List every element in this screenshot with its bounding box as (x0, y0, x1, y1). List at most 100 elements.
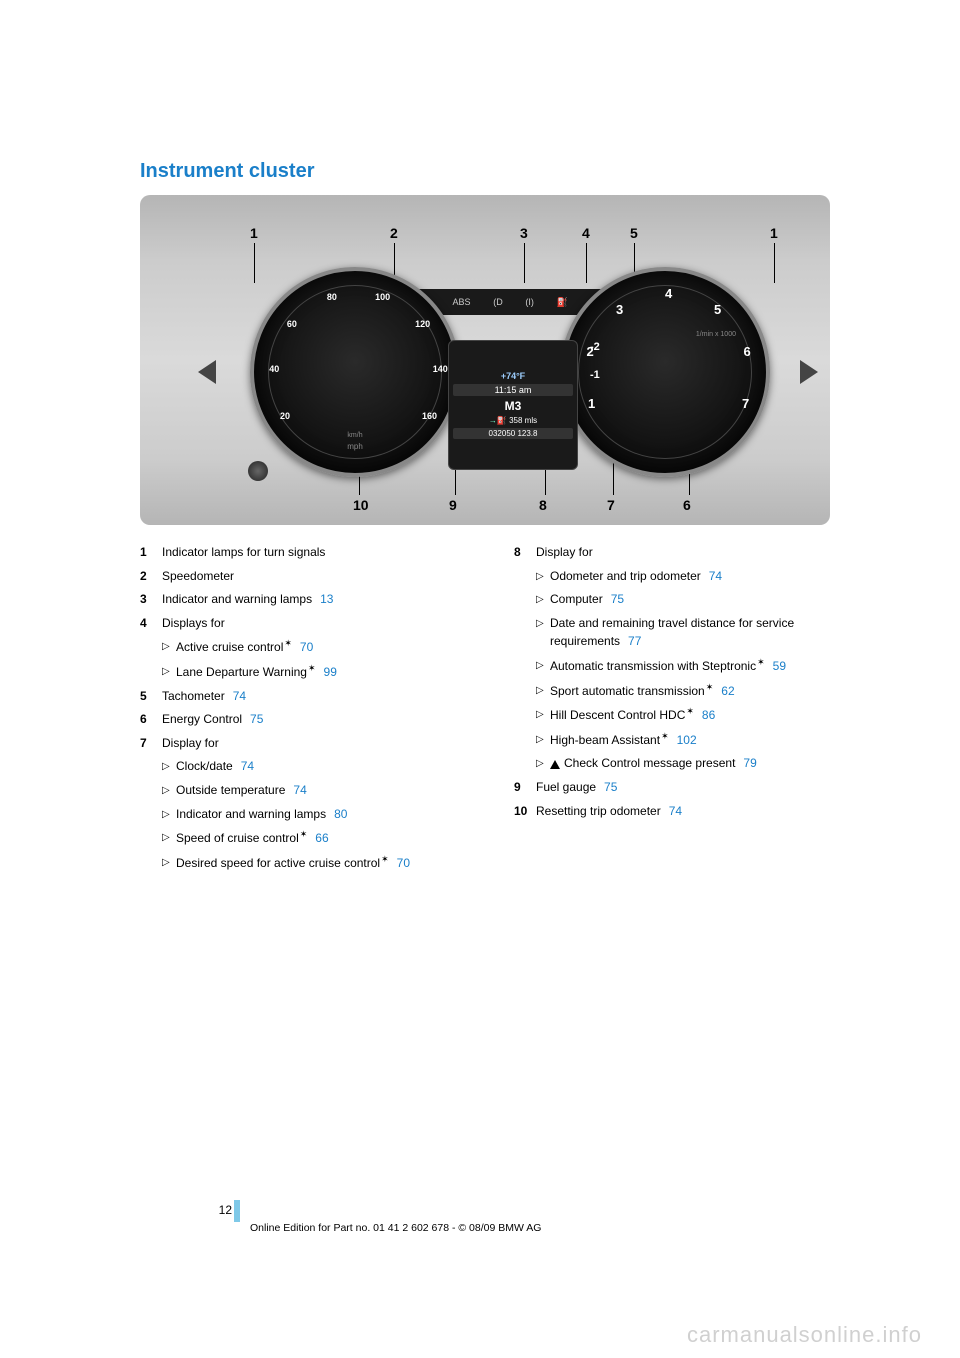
legend-item-number: 8 (514, 543, 536, 562)
speedometer-gauge: 20406080100120140160 mph km/h (250, 267, 460, 477)
tachometer-gauge: 1234567-2-1 1/min x 1000 (560, 267, 770, 477)
footnote-asterisk: ✶ (381, 854, 389, 864)
legend-item: 5Tachometer74 (140, 687, 486, 706)
page-reference[interactable]: 79 (743, 756, 756, 770)
page-reference[interactable]: 75 (611, 592, 624, 606)
footnote-asterisk: ✶ (686, 706, 694, 716)
callout-number: 6 (683, 497, 691, 513)
callout-number: 8 (539, 497, 547, 513)
legend-subitem: ▷Indicator and warning lamps80 (162, 805, 486, 824)
legend-subitem: ▷Active cruise control✶70 (162, 637, 486, 657)
legend-item-text: Energy Control75 (162, 710, 486, 729)
warning-lamp-icon: (D (493, 297, 503, 307)
speedo-tick: 60 (287, 319, 297, 329)
legend-item-number: 7 (140, 734, 162, 753)
legend-subitem: ▷High-beam Assistant✶102 (536, 730, 860, 750)
callout-number: 9 (449, 497, 457, 513)
legend-subitem: ▷Clock/date74 (162, 757, 486, 776)
legend-subitem-text: Automatic transmission with Steptronic✶5… (550, 656, 860, 676)
legend-subitem: ▷Hill Descent Control HDC✶86 (536, 705, 860, 725)
legend-item-text: Speedometer (162, 567, 486, 586)
page-reference[interactable]: 75 (250, 712, 263, 726)
legend-subitem: ▷Lane Departure Warning✶99 (162, 662, 486, 682)
legend-item: 2Speedometer (140, 567, 486, 586)
turn-signal-left-icon (198, 360, 216, 384)
page-reference[interactable]: 77 (628, 634, 641, 648)
legend-subitem-text: Outside temperature74 (176, 781, 486, 800)
legend-item-text: Tachometer74 (162, 687, 486, 706)
legend-item-text: Displays for (162, 614, 486, 633)
tach-tick: 3 (616, 302, 623, 317)
legend-item: 6Energy Control75 (140, 710, 486, 729)
legend-item: 10Resetting trip odometer74 (514, 802, 860, 821)
page-reference[interactable]: 70 (397, 856, 410, 870)
legend-subitem-text: Hill Descent Control HDC✶86 (550, 705, 860, 725)
page-reference[interactable]: 99 (324, 665, 337, 679)
page-reference[interactable]: 66 (315, 831, 328, 845)
footnote-asterisk: ✶ (706, 682, 714, 692)
triangle-bullet-icon: ▷ (162, 853, 176, 871)
gear-indicator: M3 (453, 399, 573, 413)
legend-item-text: Resetting trip odometer74 (536, 802, 860, 821)
triangle-bullet-icon: ▷ (162, 757, 176, 775)
page-reference[interactable]: 74 (709, 569, 722, 583)
callout-number: 1 (770, 225, 778, 241)
triangle-bullet-icon: ▷ (162, 637, 176, 655)
legend-item-number: 2 (140, 567, 162, 586)
tach-tick: 4 (665, 286, 672, 301)
page-bar-icon (234, 1200, 240, 1222)
warning-lamp-icon: ⛽ (557, 297, 568, 308)
speedo-unit-inner: km/h (347, 432, 362, 439)
page-reference[interactable]: 13 (320, 592, 333, 606)
copyright-line: Online Edition for Part no. 01 41 2 602 … (250, 1222, 541, 1234)
page-reference[interactable]: 74 (241, 759, 254, 773)
legend-subitem-text: Speed of cruise control✶66 (176, 828, 486, 848)
legend-item-number: 5 (140, 687, 162, 706)
triangle-bullet-icon: ▷ (536, 567, 550, 585)
page-reference[interactable]: 102 (677, 733, 697, 747)
page-reference[interactable]: 74 (233, 689, 246, 703)
triangle-bullet-icon: ▷ (162, 828, 176, 846)
triangle-bullet-icon: ▷ (536, 730, 550, 748)
page-reference[interactable]: 70 (300, 640, 313, 654)
callout-number: 1 (250, 225, 258, 241)
tach-label: 1/min x 1000 (696, 331, 736, 338)
triangle-bullet-icon: ▷ (162, 662, 176, 680)
triangle-bullet-icon: ▷ (162, 805, 176, 823)
legend-subitem-text: Sport automatic transmission✶62 (550, 681, 860, 701)
page-content: Instrument cluster 123451 109876 (!)ABS(… (140, 160, 860, 877)
callout-number: 4 (582, 225, 590, 241)
legend-subitem: ▷Automatic transmission with Steptronic✶… (536, 656, 860, 676)
page-reference[interactable]: 80 (334, 807, 347, 821)
legend-subitem-text: High-beam Assistant✶102 (550, 730, 860, 750)
tach-tick: -1 (590, 369, 600, 381)
speedo-tick: 120 (415, 319, 430, 329)
page-reference[interactable]: 86 (702, 708, 715, 722)
callout-line (586, 243, 587, 283)
legend-item-number: 1 (140, 543, 162, 562)
legend-subitem: ▷Outside temperature74 (162, 781, 486, 800)
legend-subitem-text: Date and remaining travel distance for s… (550, 614, 860, 651)
page-reference[interactable]: 74 (293, 783, 306, 797)
legend-item-number: 3 (140, 590, 162, 609)
page-reference[interactable]: 62 (721, 684, 734, 698)
legend-subitem: ▷Computer75 (536, 590, 860, 609)
legend-item-number: 10 (514, 802, 536, 821)
page-reference[interactable]: 74 (669, 804, 682, 818)
legend-subitem-text: Odometer and trip odometer74 (550, 567, 860, 586)
legend-item: 4Displays for (140, 614, 486, 633)
callout-line (254, 243, 255, 283)
page-reference[interactable]: 75 (604, 780, 617, 794)
legend-item-text: Indicator lamps for turn signals (162, 543, 486, 562)
legend-item: 8Display for (514, 543, 860, 562)
speedo-tick: 100 (375, 292, 390, 302)
center-info-display: +74°F 11:15 am M3 →⛽ 358 mls 032050 123.… (448, 340, 578, 470)
reset-knob (248, 461, 268, 481)
callout-number: 2 (390, 225, 398, 241)
legend-subitem: ▷Speed of cruise control✶66 (162, 828, 486, 848)
footnote-asterisk: ✶ (661, 731, 669, 741)
trip-value: →⛽ 358 mls (453, 416, 573, 425)
page-footer: 12 (140, 1200, 240, 1222)
page-number: 12 (219, 1203, 232, 1217)
page-reference[interactable]: 59 (773, 659, 786, 673)
